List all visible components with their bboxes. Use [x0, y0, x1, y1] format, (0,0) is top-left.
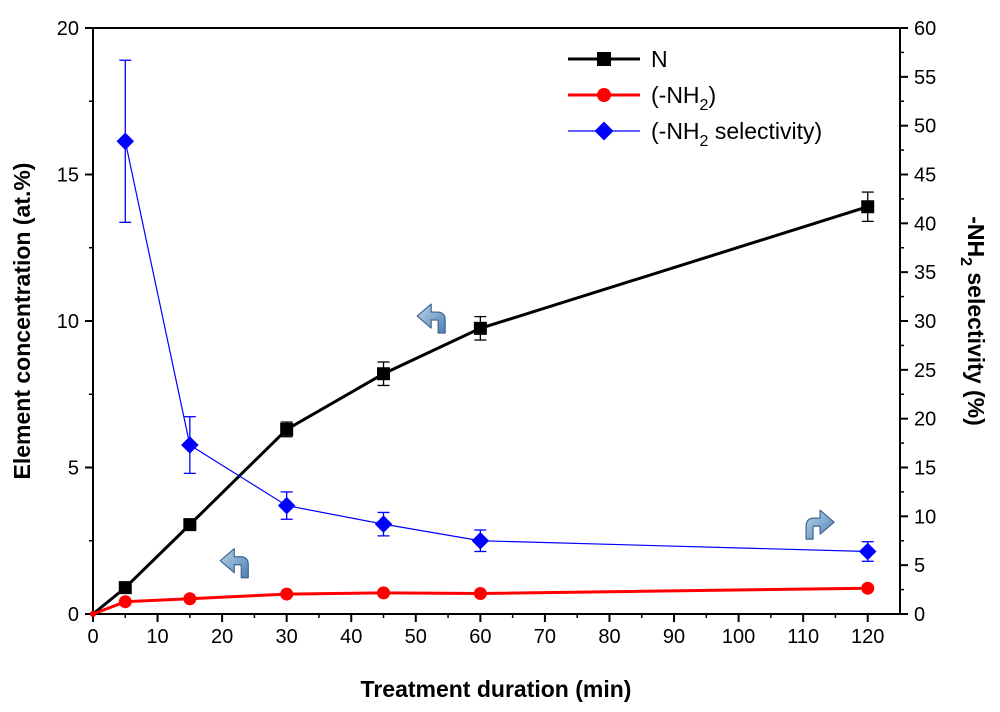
data-point — [183, 518, 197, 532]
x-axis-ticks: 0 10 20 30 40 50 60 70 80 90 100 110 120 — [87, 614, 884, 648]
data-point — [280, 587, 294, 601]
y2-tick-label: 10 — [914, 506, 936, 528]
data-point — [116, 132, 135, 151]
x-tick-label: 40 — [340, 626, 362, 648]
legend-marker — [594, 121, 614, 141]
series-line — [92, 205, 869, 616]
y-tick-label: 10 — [57, 311, 79, 333]
annotation-layer — [219, 303, 835, 579]
curved-arrow-icon — [219, 548, 249, 579]
y-tick-label: 15 — [57, 165, 79, 187]
data-point — [118, 581, 132, 595]
data-point — [280, 422, 294, 436]
y2-axis-ticks: 0 5 10 15 20 25 30 35 40 45 50 55 60 — [900, 18, 936, 626]
x-tick-label: 100 — [722, 626, 755, 648]
data-point — [471, 531, 490, 550]
x-tick-label: 120 — [851, 626, 884, 648]
legend-item: (-NH2 selectivity) — [568, 118, 822, 150]
x-tick-label: 60 — [469, 626, 491, 648]
y-tick-label: 20 — [57, 18, 79, 40]
legend-label: (-NH2) — [651, 82, 716, 114]
data-point — [377, 586, 391, 600]
y2-tick-label: 30 — [914, 311, 936, 333]
legend-item: (-NH2) — [568, 82, 716, 114]
data-point — [277, 496, 296, 515]
data-point — [473, 321, 487, 335]
data-point — [861, 581, 875, 595]
y2-tick-label: 5 — [914, 555, 925, 577]
y2-tick-label: 40 — [914, 213, 936, 235]
legend-marker — [597, 52, 611, 66]
y2-tick-label: 50 — [914, 116, 936, 138]
y2-tick-label: 15 — [914, 458, 936, 480]
x-tick-label: 30 — [276, 626, 298, 648]
data-point — [181, 436, 199, 454]
x-tick-label: 0 — [87, 626, 98, 648]
y-axis-title: Element concentration (at.%) — [9, 163, 35, 480]
y2-tick-label: 25 — [914, 360, 936, 382]
data-point — [377, 367, 391, 381]
series-1 — [90, 581, 875, 617]
y2-tick-label: 60 — [914, 18, 936, 40]
data-point — [183, 592, 197, 606]
legend-marker — [597, 88, 611, 102]
series-2 — [116, 59, 877, 562]
y2-tick-label: 35 — [914, 262, 936, 284]
data-point — [118, 595, 132, 609]
data-point — [374, 515, 393, 533]
legend-label: N — [651, 46, 668, 72]
x-tick-label: 50 — [405, 626, 427, 648]
series-layer — [90, 59, 877, 617]
data-point — [858, 542, 877, 561]
x-tick-label: 80 — [598, 626, 620, 648]
y2-axis-title: -NH2 selectivity (%) — [957, 216, 989, 426]
y-tick-label: 5 — [68, 458, 79, 480]
plot-frame — [92, 27, 901, 615]
y-axis-ticks: 0 5 10 15 20 — [57, 18, 93, 626]
legend: N (-NH2) (-NH2 selectivity) — [568, 46, 822, 150]
y2-tick-label: 45 — [914, 165, 936, 187]
y2-tick-label: 20 — [914, 409, 936, 431]
x-tick-label: 20 — [211, 626, 233, 648]
series-line — [124, 141, 868, 553]
legend-item: N — [568, 46, 668, 72]
x-tick-label: 10 — [146, 626, 168, 648]
x-tick-label: 90 — [663, 626, 685, 648]
x-tick-label: 70 — [534, 626, 556, 648]
legend-label: (-NH2 selectivity) — [651, 118, 822, 150]
series-0 — [90, 191, 875, 617]
y2-tick-label: 0 — [914, 604, 925, 626]
x-axis-title: Treatment duration (min) — [361, 676, 632, 702]
y-tick-label: 0 — [68, 604, 79, 626]
data-point — [473, 586, 487, 600]
x-tick-label: 110 — [787, 626, 819, 648]
curved-arrow-icon — [805, 509, 835, 540]
data-point — [861, 200, 875, 214]
curved-arrow-icon — [416, 303, 446, 334]
origin-point — [90, 611, 96, 617]
y2-tick-label: 55 — [914, 67, 936, 89]
